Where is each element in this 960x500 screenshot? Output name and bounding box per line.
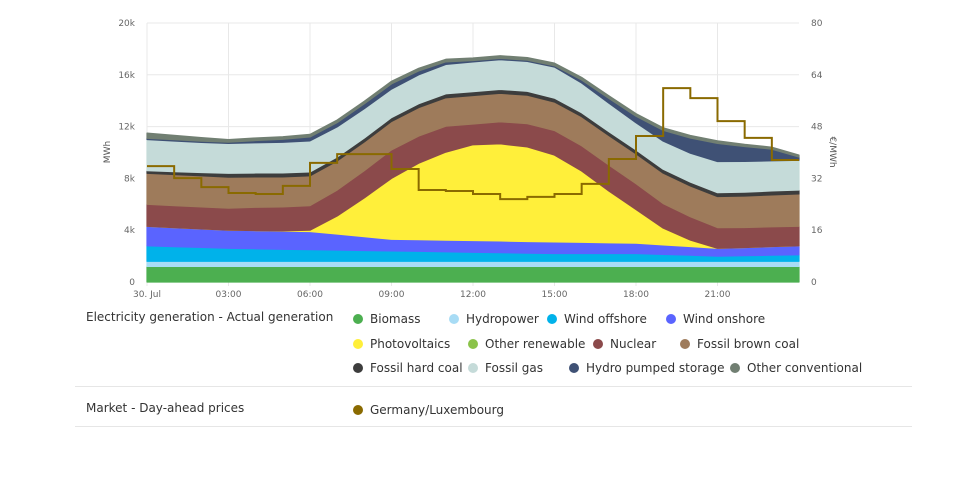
- area-other-conventional[interactable]: [146, 55, 800, 158]
- y-tick-label: 16k: [118, 71, 135, 81]
- y2-tick-label: 48: [811, 123, 823, 133]
- x-tick-label: 12:00: [460, 290, 486, 300]
- x-tick-label: 18:00: [623, 290, 649, 300]
- legend-label: Hydro pumped storage: [586, 361, 725, 375]
- y2-tick-label: 64: [811, 71, 823, 81]
- y-tick-label: 20k: [118, 19, 135, 29]
- legend-label: Photovoltaics: [370, 337, 451, 351]
- y2-axis-title: €/MWh: [827, 136, 837, 167]
- y2-tick-label: 16: [811, 226, 823, 236]
- legend-dot-icon: [468, 363, 478, 373]
- legend-label: Biomass: [370, 312, 421, 326]
- y-tick-label: 8k: [124, 174, 136, 184]
- y-tick-label: 0: [129, 278, 135, 288]
- legend-item-biomass[interactable]: Biomass: [353, 312, 420, 326]
- x-tick-label: 15:00: [542, 290, 568, 300]
- legend-item-other-renewable[interactable]: Other renewable: [468, 337, 585, 351]
- legend-item-fossil-gas[interactable]: Fossil gas: [468, 361, 543, 375]
- legend-generation-title: Electricity generation - Actual generati…: [86, 310, 334, 324]
- legend-label: Fossil brown coal: [697, 337, 800, 351]
- legend-label: Wind onshore: [683, 312, 766, 326]
- y-axis-title: MWh: [103, 141, 113, 163]
- legend-label: Germany/Luxembourg: [370, 403, 504, 417]
- legend-dot-icon: [730, 363, 740, 373]
- x-tick-label: 30. Jul: [133, 290, 161, 300]
- legend-label: Wind offshore: [564, 312, 647, 326]
- legend-item-wind-onshore[interactable]: Wind onshore: [666, 312, 765, 326]
- legend-label: Other renewable: [485, 337, 586, 351]
- legend-dot-icon: [449, 314, 459, 324]
- legend-item-other-conventional[interactable]: Other conventional: [730, 361, 862, 375]
- legend-generation: Electricity generation - Actual generati…: [75, 306, 912, 376]
- legend-item-fossil-brown-coal[interactable]: Fossil brown coal: [680, 337, 799, 351]
- legend-dot-icon: [353, 405, 363, 415]
- stacked-areas: [146, 55, 800, 283]
- legend-item-nuclear[interactable]: Nuclear: [593, 337, 656, 351]
- legend-item-hydropower[interactable]: Hydropower: [449, 312, 539, 326]
- legend-dot-icon: [353, 314, 363, 324]
- legend-dot-icon: [468, 339, 478, 349]
- legend-label: Fossil hard coal: [370, 361, 463, 375]
- legend-dot-icon: [680, 339, 690, 349]
- area-biomass[interactable]: [146, 265, 800, 283]
- y-tick-label: 4k: [124, 226, 136, 236]
- legend-item-wind-offshore[interactable]: Wind offshore: [547, 312, 647, 326]
- y-tick-label: 12k: [118, 123, 135, 133]
- y-axis-left: 0 4k 8k 12k 16k 20k: [118, 19, 135, 288]
- y2-tick-label: 0: [811, 278, 817, 288]
- y2-tick-label: 80: [811, 19, 823, 29]
- x-tick-label: 06:00: [297, 290, 323, 300]
- y-axis-right: 0 16 32 48 64 80: [811, 19, 823, 288]
- generation-chart: 0 4k 8k 12k 16k 20k 0 16 32 48 64 80 30. Jul 03:00 0…: [103, 19, 837, 300]
- divider: [75, 426, 912, 427]
- legend-dot-icon: [569, 363, 579, 373]
- legend-dot-icon: [353, 339, 363, 349]
- legend-item-hydro-pumped-storage[interactable]: Hydro pumped storage: [569, 361, 725, 375]
- legend-market-title: Market - Day-ahead prices: [86, 401, 245, 415]
- x-tick-label: 03:00: [216, 290, 242, 300]
- y2-tick-label: 32: [811, 174, 822, 184]
- legend-dot-icon: [547, 314, 557, 324]
- legend-market: Market - Day-ahead prices Germany/Luxemb…: [75, 396, 912, 426]
- legend-label: Fossil gas: [485, 361, 544, 375]
- price-line-germany-luxembourg[interactable]: [147, 87, 799, 201]
- legend-dot-icon: [593, 339, 603, 349]
- legend-dot-icon: [666, 314, 676, 324]
- area-hydropower[interactable]: [146, 260, 800, 268]
- x-axis: 30. Jul 03:00 06:00 09:00 12:00 15:00 18:00 21:…: [133, 290, 731, 300]
- divider: [75, 386, 912, 387]
- legend-item-germany-luxembourg[interactable]: Germany/Luxembourg: [353, 403, 504, 417]
- x-tick-label: 21:00: [705, 290, 731, 300]
- legend-item-photovoltaics[interactable]: Photovoltaics: [353, 337, 450, 351]
- legend-label: Other conventional: [747, 361, 863, 375]
- legend-label: Nuclear: [610, 337, 657, 351]
- legend-dot-icon: [353, 363, 363, 373]
- x-tick-label: 09:00: [379, 290, 405, 300]
- legend-label: Hydropower: [466, 312, 539, 326]
- legend-item-fossil-hard-coal[interactable]: Fossil hard coal: [353, 361, 463, 375]
